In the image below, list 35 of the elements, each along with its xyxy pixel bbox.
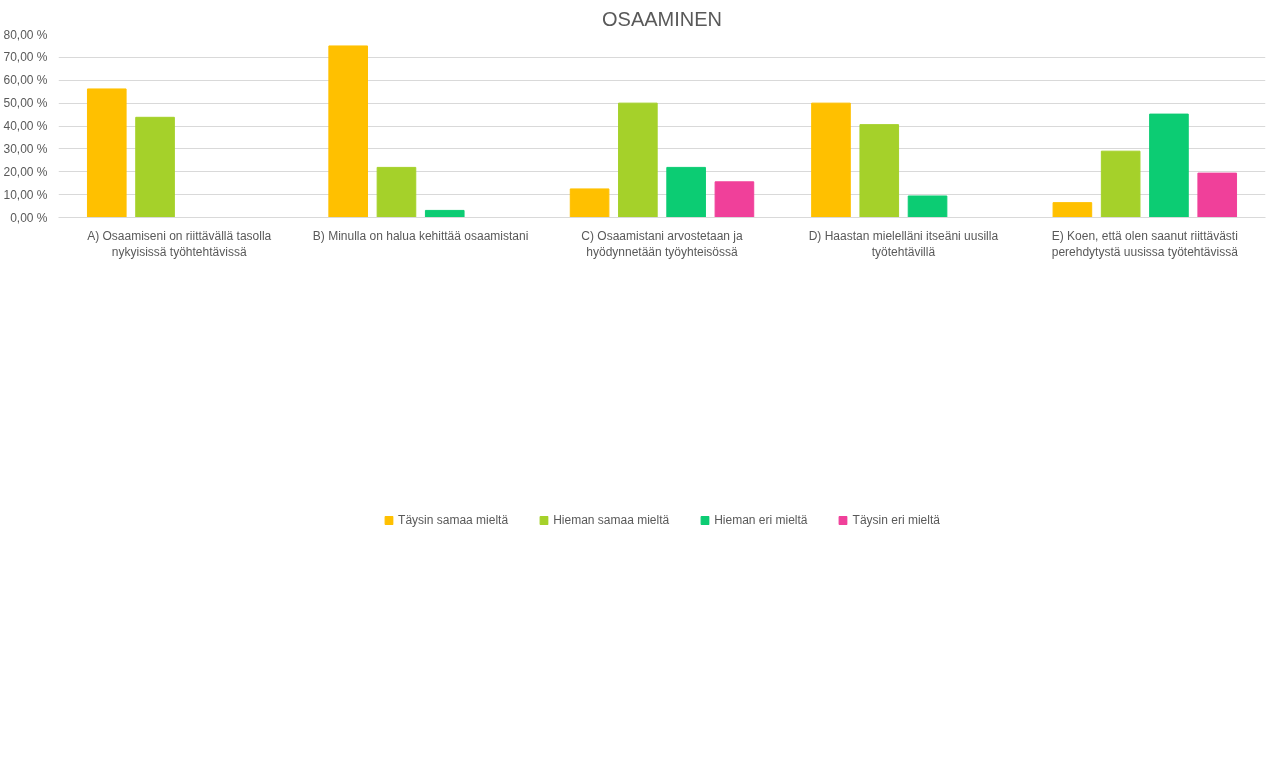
bar [569, 188, 610, 218]
y-tick-label: 50,00 % [3, 96, 48, 111]
y-tick-label: 20,00 % [3, 164, 48, 179]
bar [714, 181, 755, 218]
bar [811, 102, 851, 218]
bar [1052, 202, 1093, 218]
bar [424, 209, 465, 218]
bar [859, 124, 900, 218]
y-tick-label: 0,00 % [10, 210, 48, 225]
bar [86, 88, 127, 218]
bar [376, 166, 417, 218]
legend-label: Hieman samaa mieltä [553, 513, 670, 527]
y-tick-label: 70,00 % [3, 50, 48, 65]
y-tick-label: 60,00 % [3, 73, 48, 88]
x-tick-label: E) Koen, että olen saanut riittävästi perehdytystä uusissa työtehtävissä [1051, 228, 1239, 260]
x-tick-label: A) Osaamiseni on riittävällä tasolla nykyisissä työhtehtävissä [87, 228, 272, 260]
bar [135, 116, 175, 218]
y-tick-label: 10,00 % [3, 187, 48, 202]
legend-label: Hieman eri mieltä [714, 513, 808, 527]
bar [328, 45, 368, 218]
y-tick-label: 30,00 % [3, 141, 48, 156]
y-tick-label: 80,00 % [3, 27, 48, 42]
x-tick-label: C) Osaamistani arvostetaan ja hyödynnetään työyhteisössä [581, 228, 744, 260]
legend-label: Täysin eri mieltä [852, 513, 940, 527]
bar [907, 195, 948, 218]
y-tick-label: 40,00 % [3, 119, 48, 133]
x-tick-label: B) Minulla on halua kehittää osaamistani [312, 228, 529, 243]
bar [1149, 113, 1189, 218]
chart-title: OSAAMINEN [601, 7, 723, 30]
bar [1100, 150, 1141, 218]
bar [1197, 172, 1238, 218]
bar [618, 102, 658, 218]
x-tick-label: D) Haastan mielelläni itseäni uusilla työtehtävillä [808, 228, 999, 260]
legend-label: Täysin samaa mieltä [398, 513, 509, 527]
bar [666, 166, 706, 218]
